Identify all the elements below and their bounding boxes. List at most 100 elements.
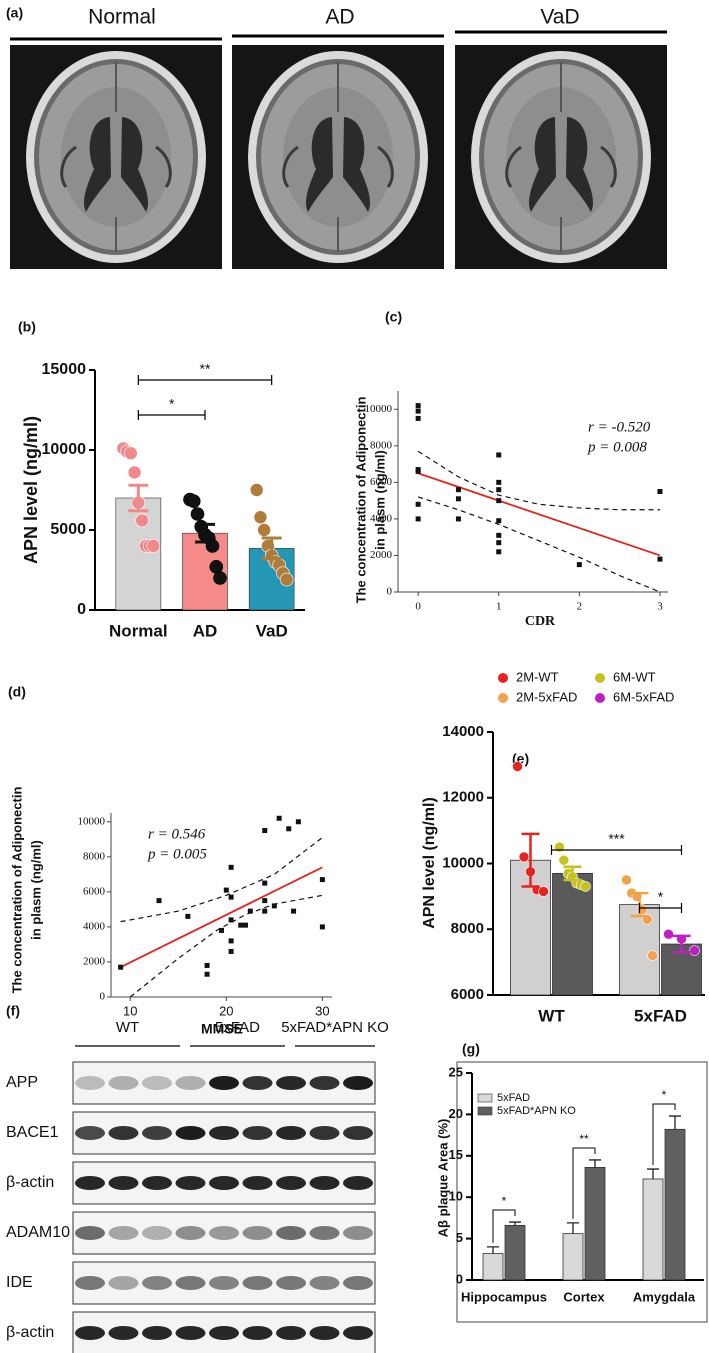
data-point [190, 507, 205, 521]
y-tick-label: 6000 [451, 986, 484, 1003]
error-bar [567, 1222, 579, 1234]
data-point [253, 510, 268, 525]
data-point [455, 487, 461, 493]
blot-band [175, 1276, 206, 1290]
y-tick-label: 10000 [42, 441, 87, 458]
panel-label: (b) [18, 319, 36, 335]
data-point [219, 927, 224, 933]
data-point [223, 887, 229, 893]
data-point [247, 908, 253, 914]
data-point [127, 465, 142, 480]
data-point [663, 928, 674, 940]
data-point [238, 922, 244, 928]
blot-band [108, 1226, 139, 1240]
y-tick-label: 14000 [442, 723, 484, 740]
blot-band [75, 1326, 105, 1340]
blot-band [343, 1076, 373, 1090]
data-point [262, 880, 268, 886]
blot-band [209, 1126, 239, 1140]
error-bar [647, 1168, 659, 1179]
data-point [657, 489, 663, 494]
blot-band [343, 1276, 373, 1290]
blot-band [309, 1226, 340, 1240]
legend-label: 6M-5xFAD [613, 689, 674, 704]
blot-band [343, 1176, 373, 1190]
data-point [518, 851, 530, 863]
legend-label: 5xFAD [497, 1092, 530, 1104]
legend-label: 2M-WT [516, 669, 559, 684]
column-title: VaD [540, 6, 579, 29]
blot-band [142, 1176, 172, 1190]
panel-label: (d) [8, 684, 26, 700]
data-point [186, 494, 201, 509]
y-tick-label: 15000 [42, 361, 87, 378]
x-axis-label: MMSE [201, 1021, 243, 1037]
data-point [512, 761, 523, 772]
x-tick-label: 2 [577, 601, 583, 613]
blot-band [142, 1126, 172, 1140]
blot-band [209, 1276, 239, 1290]
data-point [689, 945, 700, 956]
blot-band [75, 1126, 105, 1140]
y-tick-label: 10000 [365, 403, 393, 415]
data-point [271, 903, 277, 909]
data-point [243, 922, 249, 928]
blot-band [309, 1076, 340, 1090]
blot-band [242, 1226, 273, 1240]
blot-band [209, 1076, 239, 1090]
data-point [228, 938, 234, 944]
panel-label: (a) [6, 5, 23, 21]
legend-marker [498, 693, 508, 703]
data-point [279, 572, 294, 587]
y-axis-label: Aβ plaque Area (%) [435, 1119, 450, 1238]
x-tick-label: Amygdala [633, 1289, 696, 1304]
data-point [496, 498, 502, 504]
mri-image [230, 43, 446, 271]
data-point [580, 881, 591, 892]
error-bar [487, 1246, 499, 1254]
blot-band [175, 1076, 206, 1090]
y-tick-label: 2000 [83, 955, 106, 967]
blot-band [242, 1126, 273, 1140]
data-point [276, 815, 282, 821]
x-tick-label: 10 [123, 1003, 137, 1018]
error-bar [672, 934, 691, 954]
x-tick-label: 1 [496, 601, 502, 613]
blot-band [108, 1326, 139, 1340]
data-point [213, 571, 227, 585]
row-label: β-actin [6, 1324, 54, 1341]
bar [482, 1253, 504, 1281]
annotation: r = -0.520 [588, 419, 651, 435]
significance-bracket [652, 1103, 676, 1166]
blot-band [175, 1176, 206, 1190]
blot-band [108, 1126, 139, 1140]
bar [584, 1166, 606, 1281]
data-point [262, 898, 268, 904]
data-point [621, 874, 632, 886]
blot-band [75, 1276, 105, 1290]
y-axis-label: APN level (ng/ml) [421, 797, 438, 929]
data-point [415, 516, 421, 522]
x-tick-label: Cortex [563, 1289, 605, 1304]
data-point [538, 886, 549, 897]
data-point [204, 962, 210, 968]
data-point [496, 540, 502, 546]
significance-label: * [502, 1194, 507, 1208]
annotation: r = 0.546 [148, 826, 206, 842]
data-point [496, 532, 502, 538]
blot-band [142, 1326, 172, 1340]
significance-bracket [572, 1147, 596, 1219]
y-tick-label: 6000 [83, 885, 106, 897]
x-tick-label: WT [538, 1006, 565, 1025]
y-tick-label: 5000 [50, 521, 86, 538]
blot-band [175, 1326, 206, 1340]
y-tick-label: 8000 [451, 920, 484, 937]
data-point [118, 964, 124, 970]
x-axis-label: CDR [525, 614, 556, 629]
significance-label: ** [579, 1132, 589, 1146]
data-point [558, 854, 570, 866]
legend-marker [595, 673, 605, 683]
data-point [496, 518, 502, 524]
error-bar [589, 1159, 601, 1168]
legend-marker [477, 1093, 493, 1103]
